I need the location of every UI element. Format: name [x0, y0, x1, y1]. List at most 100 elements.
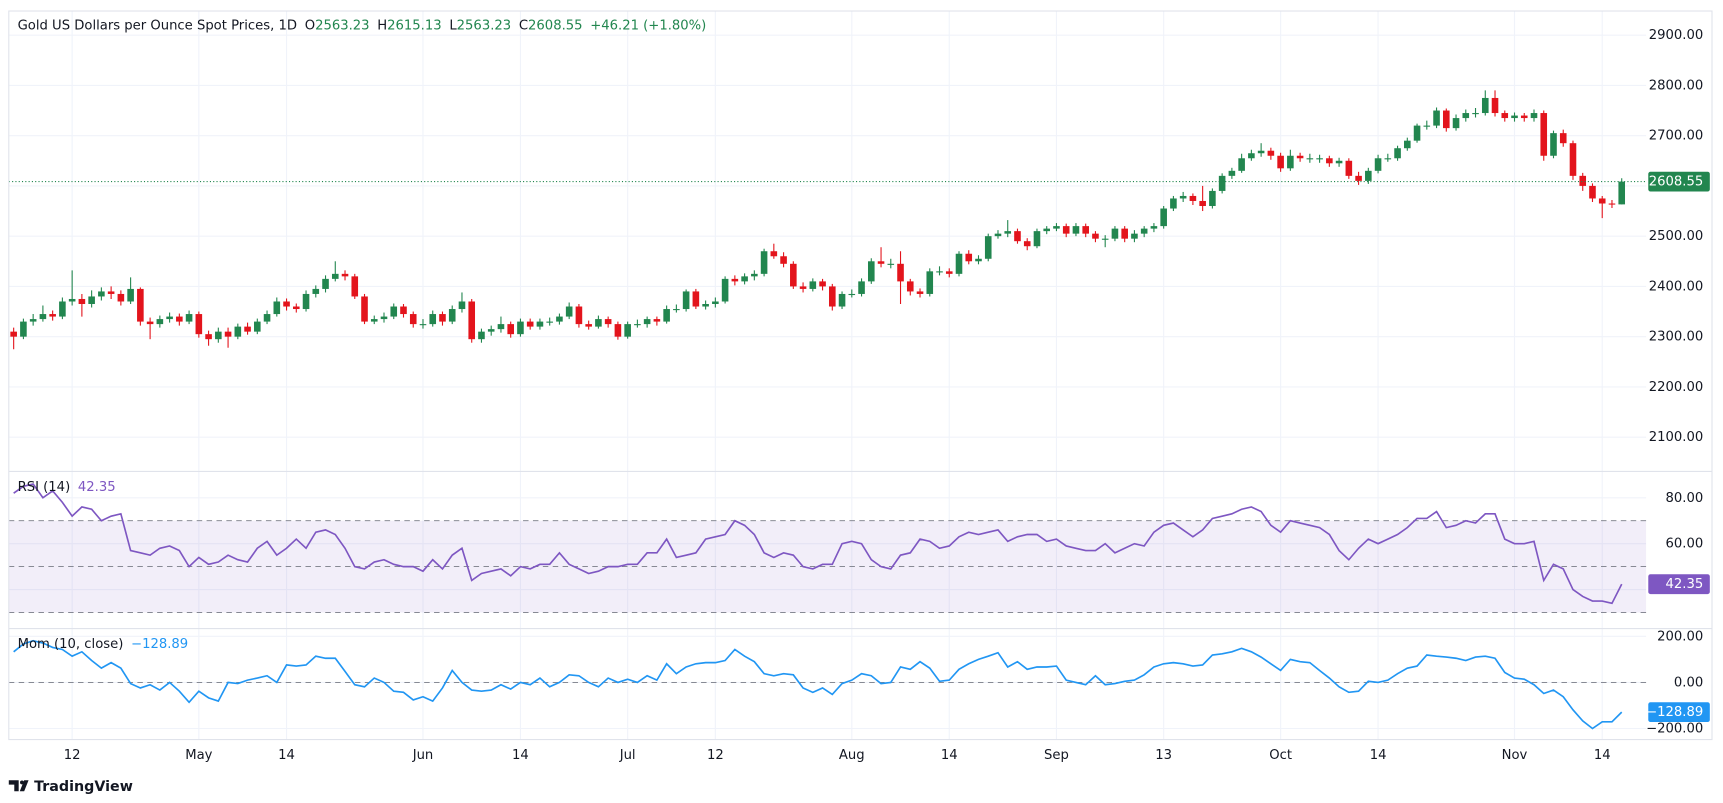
candle-body: [78, 298, 86, 305]
candle-body: [1608, 203, 1616, 205]
candle-body: [751, 273, 758, 277]
indicator-legend: RSI (14) 42.35: [18, 480, 116, 495]
y-tick-label: 80.00: [1666, 491, 1704, 506]
candle-body: [1384, 158, 1392, 160]
candle-body: [1170, 198, 1177, 209]
candle-body: [1228, 170, 1236, 176]
candle-body: [673, 309, 680, 311]
y-tick-label: 200.00: [1657, 629, 1703, 644]
candle-body: [166, 316, 173, 320]
candle-body: [1326, 158, 1333, 164]
x-tick-label: Nov: [1502, 748, 1528, 763]
candle-body: [507, 324, 514, 335]
candle-body: [487, 329, 495, 332]
chart-title: Gold US Dollars per Ounce Spot Prices, 1…: [18, 18, 297, 33]
candle-body: [49, 314, 56, 317]
last-value-box: [1648, 574, 1710, 595]
candle-body: [478, 331, 485, 340]
candle-body: [1257, 150, 1265, 154]
x-tick-label: 14: [278, 748, 295, 763]
candle-body: [1296, 155, 1304, 159]
candle-body: [419, 324, 427, 326]
candle-body: [682, 291, 690, 310]
candle-body: [1579, 175, 1587, 186]
x-tick-label: 14: [1370, 748, 1387, 763]
last-value-label: −128.89: [1646, 705, 1703, 720]
candle-body: [1472, 113, 1479, 115]
candle-body: [20, 321, 27, 337]
candle-body: [1462, 113, 1470, 119]
candle-body: [1287, 155, 1294, 169]
candle-body: [965, 253, 973, 262]
ohlc-value: 2615.13: [387, 18, 441, 33]
candle-body: [916, 291, 924, 294]
candle-body: [1355, 175, 1362, 181]
candle-body: [585, 324, 592, 327]
candle-body: [1150, 226, 1158, 229]
indicator-line: [13, 639, 1623, 730]
x-tick-label: Oct: [1269, 748, 1292, 763]
candle-body: [351, 276, 359, 297]
candle-body: [780, 256, 787, 264]
candle-body: [595, 319, 602, 327]
candle-body: [721, 278, 729, 302]
candle-body: [565, 306, 573, 317]
candle-body: [1160, 208, 1167, 227]
y-tick-label: 2700.00: [1649, 129, 1703, 144]
candle-body: [1345, 160, 1353, 176]
candle-body: [302, 293, 310, 310]
candle-body: [643, 319, 651, 325]
y-tick-label: 2100.00: [1649, 430, 1703, 445]
candle-body: [731, 278, 739, 282]
candle-body: [526, 321, 534, 327]
candle-body: [1004, 231, 1012, 234]
candle-body: [1209, 190, 1216, 207]
data-layer: [8, 90, 1647, 730]
indicator-name: RSI (14): [18, 480, 71, 495]
candle-body: [497, 324, 505, 330]
x-tick-label: 14: [1594, 748, 1611, 763]
candle-body: [692, 291, 700, 307]
candle-body: [292, 306, 300, 310]
ohlc-value: 2608.55: [528, 18, 582, 33]
candle-body: [429, 314, 437, 325]
candle-body: [137, 288, 144, 322]
candle-body: [1248, 153, 1255, 159]
candle-body: [877, 261, 885, 264]
candle-body: [1540, 113, 1548, 156]
candle-body: [624, 324, 631, 337]
candle-body: [39, 314, 47, 320]
candle-body: [29, 319, 37, 322]
candle-body: [790, 263, 797, 287]
y-tick-label: 60.00: [1666, 537, 1704, 552]
x-tick-label: Jul: [619, 748, 636, 763]
candle-body: [341, 273, 349, 277]
candle-body: [205, 334, 212, 340]
candle-body: [1189, 195, 1197, 201]
candle-body: [1179, 195, 1187, 199]
candle-body: [858, 281, 865, 294]
candle-body: [1404, 140, 1411, 149]
y-tick-label: 2900.00: [1649, 28, 1703, 43]
candle-body: [1062, 226, 1070, 234]
candle-body: [712, 301, 719, 305]
last-price-label: 2608.55: [1649, 175, 1703, 190]
candle-body: [1433, 110, 1440, 126]
candle-body: [1413, 125, 1421, 141]
candle-body: [936, 271, 943, 273]
candle-body: [1394, 148, 1401, 159]
candle-body: [546, 321, 553, 323]
candle-body: [1199, 200, 1206, 207]
candle-body: [1306, 158, 1314, 160]
x-tick-label: Jun: [412, 748, 434, 763]
candle-body: [1131, 233, 1138, 239]
candle-body: [59, 301, 66, 317]
candle-body: [1511, 115, 1518, 119]
candle-body: [195, 314, 203, 335]
indicator-legend: Mom (10, close) −128.89: [18, 637, 189, 652]
candle-body: [263, 314, 271, 322]
candle-body: [1238, 158, 1245, 171]
candle-body: [254, 321, 261, 332]
candle-body: [458, 301, 466, 310]
candle-body: [107, 291, 115, 294]
